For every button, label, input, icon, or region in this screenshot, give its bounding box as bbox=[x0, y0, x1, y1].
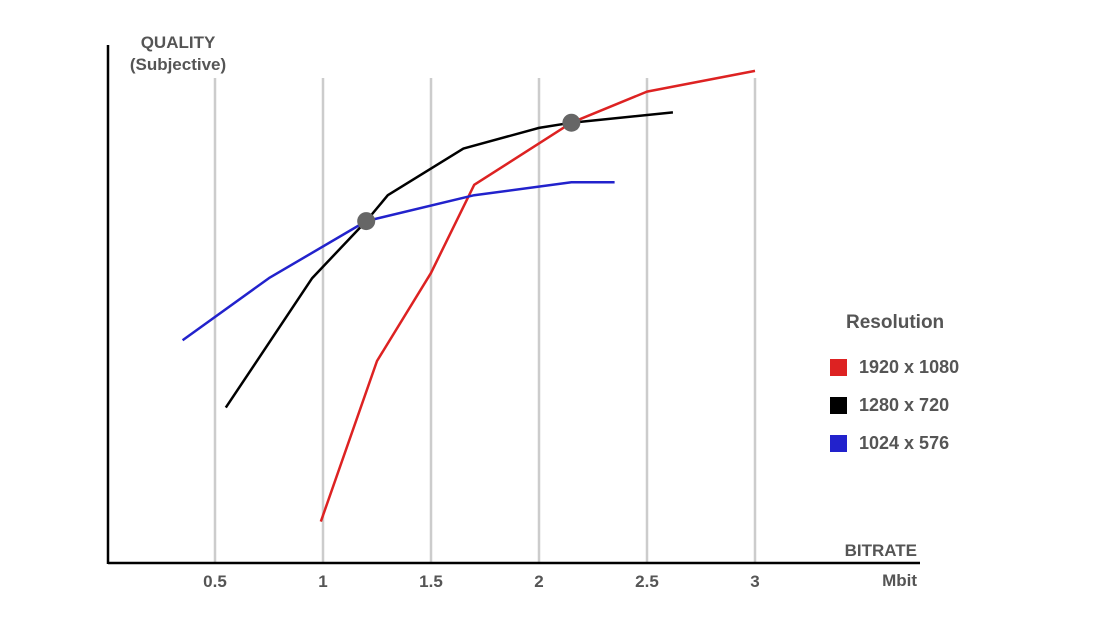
series-lines bbox=[181, 69, 756, 522]
x-tick-labels: 0.5 1 1.5 2 2.5 3 bbox=[203, 572, 760, 591]
series-line bbox=[224, 111, 674, 409]
legend: Resolution 1920 x 1080 1280 x 720 1024 x… bbox=[830, 312, 959, 462]
crossover-point bbox=[357, 212, 376, 231]
y-axis-title-line1: QUALITY bbox=[141, 33, 216, 52]
legend-label: 1024 x 576 bbox=[859, 432, 950, 453]
series-line bbox=[319, 69, 756, 522]
x-tick-label: 2 bbox=[534, 572, 543, 591]
legend-item: 1280 x 720 bbox=[830, 386, 959, 424]
legend-swatch bbox=[830, 358, 847, 376]
legend-label: 1280 x 720 bbox=[859, 394, 950, 415]
legend-swatch bbox=[830, 396, 847, 414]
crossover-point bbox=[562, 113, 581, 132]
x-axis-title: BITRATE bbox=[845, 541, 917, 560]
x-tick-label: 3 bbox=[750, 572, 759, 591]
grid-lines bbox=[213, 78, 757, 562]
x-axis-unit: Mbit bbox=[882, 571, 917, 590]
legend-label: 1920 x 1080 bbox=[859, 356, 960, 377]
legend-swatch bbox=[830, 434, 847, 452]
legend-item: 1920 x 1080 bbox=[830, 348, 959, 386]
legend-item: 1024 x 576 bbox=[830, 424, 959, 462]
legend-title: Resolution bbox=[846, 312, 945, 333]
y-axis-title-line2: (Subjective) bbox=[130, 55, 226, 74]
x-tick-label: 1.5 bbox=[419, 572, 443, 591]
x-tick-label: 0.5 bbox=[203, 572, 227, 591]
x-tick-label: 1 bbox=[318, 572, 327, 591]
series-line bbox=[181, 181, 615, 342]
crossover-points bbox=[357, 113, 581, 231]
x-tick-label: 2.5 bbox=[635, 572, 659, 591]
